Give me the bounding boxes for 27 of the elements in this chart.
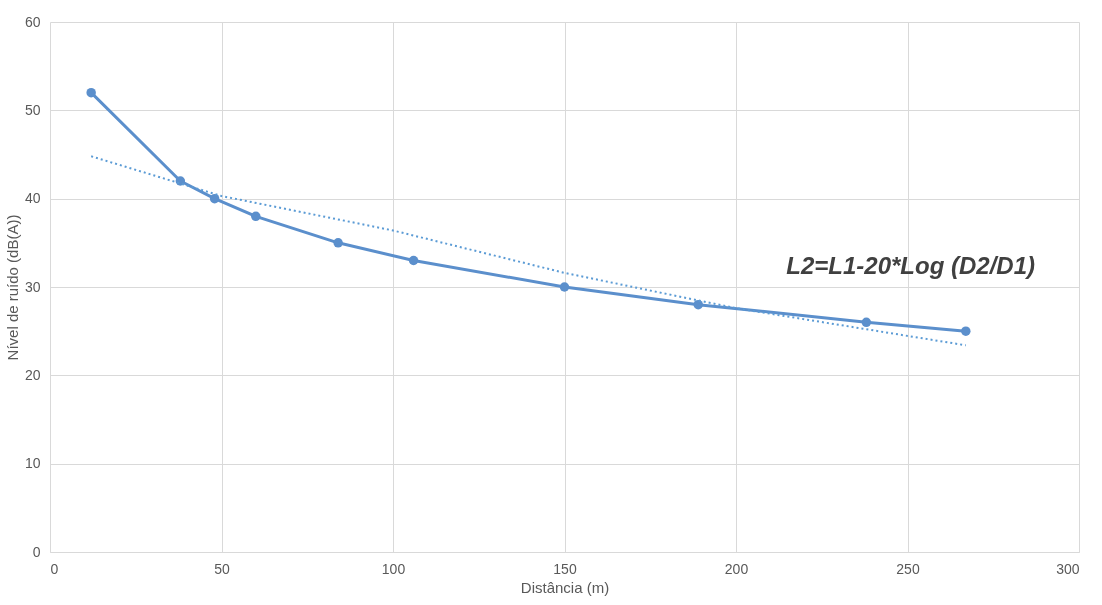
point bbox=[251, 211, 261, 222]
point bbox=[559, 282, 570, 292]
annotation: L2=L1-20*Log (D2/D1) bbox=[786, 252, 1036, 279]
x-tick-label: 250 bbox=[896, 560, 920, 577]
point bbox=[333, 238, 343, 248]
x-tick-label: 0 bbox=[50, 560, 59, 577]
y-tick-label: 60 bbox=[24, 13, 41, 30]
y-tick-label: 20 bbox=[24, 366, 41, 383]
y-tick-label: 10 bbox=[24, 455, 41, 472]
x-tick-label: 300 bbox=[1056, 560, 1080, 577]
point bbox=[209, 193, 220, 204]
y-axis-title: Nível de ruído (dB(A)) bbox=[3, 214, 21, 361]
point bbox=[961, 326, 971, 336]
y-tick-label: 50 bbox=[24, 101, 41, 118]
point bbox=[408, 255, 419, 266]
x-tick-label: 50 bbox=[214, 560, 230, 577]
x-axis-title: Distância (m) bbox=[520, 578, 610, 596]
point bbox=[86, 87, 96, 98]
point bbox=[861, 317, 872, 328]
x-tick-label: 150 bbox=[553, 560, 577, 577]
point bbox=[693, 299, 704, 310]
y-tick-label: 30 bbox=[24, 278, 41, 295]
y-tick-label: 40 bbox=[24, 190, 41, 207]
y-tick-label: 0 bbox=[32, 543, 41, 560]
point bbox=[175, 176, 186, 186]
x-tick-label: 100 bbox=[381, 560, 406, 577]
x-tick-label: 200 bbox=[724, 560, 749, 577]
